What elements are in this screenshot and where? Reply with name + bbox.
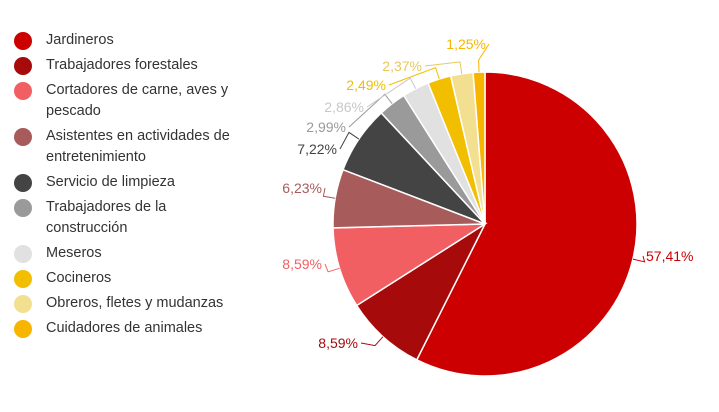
pie-slice-jardineros[interactable]	[415, 71, 638, 377]
legend-label: Trabajadores forestales	[46, 57, 198, 73]
legend-label: Meseros	[46, 245, 102, 261]
legend-swatch	[14, 270, 32, 288]
legend-label: Jardineros	[46, 32, 114, 48]
legend-item-jardineros[interactable]: Jardineros	[14, 30, 239, 51]
data-labels: 57,41% 8,59% 8,59% 6,23% 7,22% 2,99% 2,86% 2,49…	[282, 36, 693, 351]
legend-item-asistentes-entretenimiento[interactable]: Asistentes en actividades de entretenimi…	[14, 126, 239, 168]
legend-item-servicio-de-limpieza[interactable]: Servicio de limpieza	[14, 172, 239, 193]
legend-swatch	[14, 32, 32, 50]
legend-item-trabajadores-forestales[interactable]: Trabajadores forestales	[14, 55, 239, 76]
legend-item-trabajadores-construccion[interactable]: Trabajadores de la construcción	[14, 197, 239, 239]
leader-line-cuidadores-de-animales	[478, 43, 490, 73]
legend-swatch	[14, 174, 32, 192]
data-label-jardineros: 57,41%	[646, 248, 693, 264]
leader-line-meseros	[366, 77, 417, 108]
legend-swatch	[14, 57, 32, 75]
data-label-asistentes-en-actividades-de-entretenimiento: 6,23%	[282, 180, 322, 196]
legend-label: Servicio de limpieza	[46, 174, 175, 190]
data-label-meseros: 2,86%	[324, 99, 364, 115]
leader-line-trabajadores-forestales	[360, 336, 384, 347]
legend-label: Cortadores de carne, aves y pescado	[46, 82, 229, 119]
data-label-cortadores-de-carne-aves-y-pescado: 8,59%	[282, 256, 322, 272]
legend-swatch	[14, 295, 32, 313]
legend-swatch	[14, 82, 32, 100]
leader-line-trabajadores-de-la-construccion	[348, 93, 393, 128]
chart-legend: Jardineros Trabajadores forestales Corta…	[14, 30, 239, 343]
legend-label: Cocineros	[46, 270, 112, 286]
leader-lines	[322, 43, 646, 347]
data-label-cuidadores-de-animales: 1,25%	[446, 36, 486, 52]
data-label-trabajadores-forestales: 8,59%	[318, 335, 358, 351]
leader-line-cortadores-de-carne-aves-y-pescado	[324, 263, 340, 273]
legend-item-cortadores-de-carne[interactable]: Cortadores de carne, aves y pescado	[14, 80, 239, 122]
legend-swatch	[14, 199, 32, 217]
legend-item-cuidadores-de-animales[interactable]: Cuidadores de animales	[14, 318, 239, 339]
leader-line-obreros-fletes-y-mudanzas	[424, 61, 463, 74]
legend-item-meseros[interactable]: Meseros	[14, 243, 239, 264]
data-label-obreros-fletes-y-mudanzas: 2,37%	[382, 58, 422, 74]
legend-swatch	[14, 320, 32, 338]
legend-label: Trabajadores de la construcción	[46, 199, 167, 236]
legend-label: Obreros, fletes y mudanzas	[46, 295, 224, 311]
data-label-cocineros: 2,49%	[346, 77, 386, 93]
pie-slices	[332, 71, 638, 377]
legend-label: Asistentes en actividades de entretenimi…	[46, 128, 230, 165]
legend-label: Cuidadores de animales	[46, 320, 203, 336]
pie-slice-cuidadores-de-animales[interactable]	[472, 71, 486, 225]
legend-item-cocineros[interactable]: Cocineros	[14, 268, 239, 289]
data-label-trabajadores-de-la-construccion: 2,99%	[306, 119, 346, 135]
leader-line-cocineros	[388, 66, 440, 86]
legend-swatch	[14, 128, 32, 146]
leader-line-asistentes-en-actividades-de-entretenimiento	[322, 187, 336, 199]
leader-line-jardineros	[632, 255, 646, 263]
leader-line-servicio-de-limpieza	[339, 131, 360, 150]
legend-item-obreros-fletes-mudanzas[interactable]: Obreros, fletes y mudanzas	[14, 293, 239, 314]
data-label-servicio-de-limpieza: 7,22%	[297, 141, 337, 157]
legend-swatch	[14, 245, 32, 263]
